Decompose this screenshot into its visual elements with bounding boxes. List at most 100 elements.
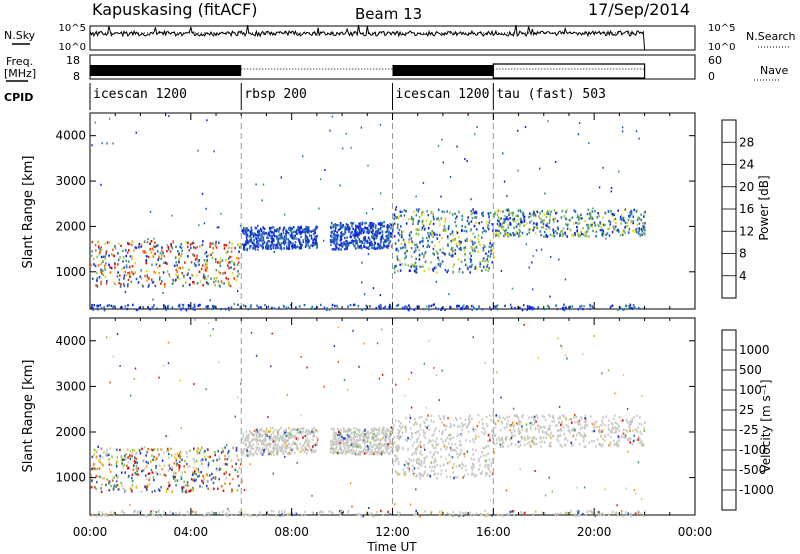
power-sparse-cell (435, 280, 438, 283)
power-cell (391, 232, 393, 235)
velocity-cell (348, 451, 351, 454)
power-cell (515, 225, 518, 228)
velocity-cell (289, 449, 292, 452)
velocity-cell (172, 512, 174, 515)
power-cell (163, 306, 165, 309)
power-cell (199, 280, 202, 283)
velocity-cell (207, 514, 210, 517)
power-cell (388, 237, 390, 240)
velocity-cell (115, 462, 118, 466)
power-cell (496, 213, 499, 216)
power-cell (398, 259, 401, 262)
power-cell (488, 215, 490, 219)
power-cell (161, 246, 163, 249)
power-cell (154, 252, 156, 255)
power-cell (289, 226, 291, 229)
velocity-cell (555, 424, 557, 427)
velocity-cell (171, 468, 173, 471)
velocity-cell (370, 512, 373, 515)
velocity-cell (485, 474, 487, 477)
power-cell (114, 245, 116, 248)
power-cell (519, 230, 521, 233)
power-cell (193, 303, 196, 306)
power-cell (163, 304, 166, 308)
velocity-cell (284, 450, 287, 453)
velocity-cell (346, 433, 349, 437)
power-cell (102, 269, 104, 273)
power-cell (205, 281, 208, 284)
power-cell (229, 284, 232, 288)
power-cell (461, 305, 464, 308)
power-cell (493, 214, 495, 218)
power-cell (404, 257, 406, 260)
power-cell (370, 223, 372, 226)
power-sparse-cell (637, 307, 640, 310)
velocity-cell (333, 450, 336, 454)
velocity-cell (272, 437, 275, 440)
velocity-cell (363, 452, 366, 455)
velocity-cell (161, 514, 164, 517)
power-cell (329, 239, 332, 242)
velocity-cell (261, 453, 264, 456)
power-cell (94, 264, 97, 268)
power-cell (214, 258, 217, 261)
power-cell (584, 234, 586, 237)
velocity-cell (478, 421, 481, 424)
velocity-cell (246, 448, 248, 451)
power-cell (361, 240, 363, 244)
velocity-cell (342, 449, 345, 453)
power-cell (151, 263, 153, 266)
velocity-cell (392, 446, 394, 449)
power-cell (181, 272, 183, 275)
power-cell (490, 308, 492, 311)
velocity-cell (616, 422, 618, 425)
velocity-cell (113, 512, 116, 516)
power-cell (467, 222, 470, 226)
power-cell (258, 233, 261, 237)
power-cell (438, 258, 440, 262)
power-sparse-cell (511, 287, 514, 290)
velocity-cell (366, 451, 368, 455)
velocity-cell (549, 442, 551, 445)
velocity-cell (120, 459, 123, 462)
power-cell (227, 306, 230, 310)
power-cell (333, 238, 336, 241)
velocity-cell (186, 513, 188, 517)
power-cell (624, 231, 626, 234)
velocity-cell (371, 427, 373, 431)
power-cell (135, 246, 138, 249)
power-cell (458, 304, 460, 308)
nsky-tick-low: 10^0 (59, 42, 86, 53)
velocity-cell (496, 438, 498, 441)
velocity-cell (151, 490, 154, 494)
velocity-cell (498, 439, 501, 442)
power-sparse-cell (618, 170, 620, 173)
velocity-cell (356, 432, 358, 436)
power-cell (529, 306, 532, 309)
velocity-cell (465, 439, 468, 442)
power-cell (347, 228, 349, 231)
power-cell (312, 229, 315, 232)
velocity-cell (384, 438, 386, 442)
velocity-cell (629, 421, 631, 424)
power-cell (125, 266, 128, 269)
power-cell (430, 210, 433, 213)
power-cell (135, 308, 138, 312)
power-cell (487, 227, 490, 231)
velocity-cell (455, 416, 457, 420)
power-cell (512, 234, 515, 237)
velocity-cell (534, 419, 536, 422)
power-cell (591, 222, 594, 225)
velocity-cell (493, 426, 495, 429)
power-sparse-cell (456, 145, 458, 148)
date-title: 17/Sep/2014 (588, 0, 690, 19)
velocity-cell (387, 510, 389, 514)
velocity-cell (288, 512, 291, 516)
velocity-cell (167, 449, 170, 452)
velocity-cell (590, 415, 592, 418)
velocity-cell (145, 514, 148, 518)
power-cell (432, 303, 435, 307)
power-cell (291, 235, 294, 238)
velocity-cell (402, 468, 405, 471)
velocity-cell (312, 438, 314, 441)
